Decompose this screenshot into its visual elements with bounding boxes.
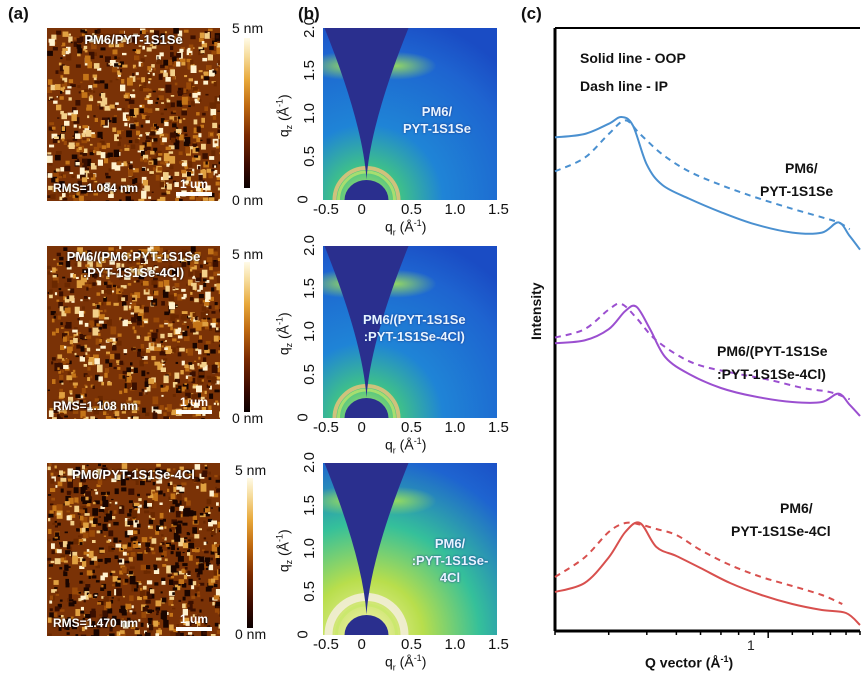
x-tick-label: 0 (357, 201, 366, 218)
x-tick-label: 0.5 (401, 419, 422, 436)
x-tick-label: 0.5 (401, 636, 422, 653)
afm-title: PM6/PYT-1S1Se-4Cl (72, 467, 195, 482)
colorbar-max-label: 5 nm (235, 462, 267, 478)
giwaxs-label: PM6/:PYT-1S1Se-4Cl (411, 536, 489, 585)
beamstop (344, 398, 389, 418)
missing-wedge (324, 246, 409, 398)
scale-bar: 1 um (176, 612, 212, 631)
giwaxs-image-3: PM6/:PYT-1S1Se-4Cl (323, 463, 497, 635)
x-axis-title: Q vector (Å-1) (645, 654, 734, 671)
giwaxs-label: PM6/(PYT-1S1Se:PYT-1S1Se-4Cl) (363, 312, 466, 344)
panel-label-b: (b) (298, 4, 320, 23)
x-axis-title: qr (Å-1) (385, 436, 427, 456)
series-line-2 (554, 119, 851, 231)
afm-texture (47, 463, 220, 636)
x-tick-label: 0 (357, 419, 366, 436)
colorbar-max-label: 5 nm (232, 246, 264, 262)
curve-label-2b: :PYT-1S1Se-4Cl) (717, 366, 826, 382)
giwaxs-image-1: PM6/PYT-1S1Se (323, 28, 497, 200)
legend-solid: Solid line - OOP (580, 50, 686, 66)
afm-title: PM6/(PM6:PYT-1S1Se:PYT-1S1Se-4Cl) (66, 249, 201, 280)
afm-title: PM6/PYT-1S1Se (84, 32, 183, 47)
series-line-3 (554, 304, 861, 417)
giwaxs-pattern (323, 463, 497, 635)
beamstop (344, 180, 389, 200)
x-tick-label: 1 (747, 637, 755, 653)
x-tick-label: 1.5 (488, 636, 509, 653)
series-line-5 (554, 521, 861, 626)
curve-label-1a: PM6/ (785, 160, 818, 176)
colorbar-max-label: 5 nm (232, 20, 264, 36)
missing-wedge (324, 28, 409, 180)
rms-label: RMS=1.108 nm (53, 399, 139, 413)
curve-label-2a: PM6/(PYT-1S1Se (717, 343, 828, 359)
x-tick-label: 1.0 (444, 419, 466, 436)
x-tick-label: 1.5 (488, 201, 509, 218)
x-axis-title: qr (Å-1) (385, 218, 427, 238)
missing-wedge (324, 463, 409, 615)
x-tick-label: 1.5 (488, 419, 509, 436)
x-tick-label: -0.5 (313, 419, 339, 436)
panel-label-c: (c) (521, 4, 542, 23)
series-line-6 (554, 521, 843, 605)
afm-colorbar-3 (247, 478, 253, 628)
panel-label-a: (a) (8, 4, 29, 23)
x-tick-label: 1.0 (444, 201, 466, 218)
giwaxs-label: PM6/PYT-1S1Se (403, 104, 471, 136)
giwaxs-pattern (323, 28, 497, 200)
y-axis-title: Intensity (528, 282, 544, 340)
x-tick-label: 0.5 (401, 201, 422, 218)
legend-dash: Dash line - IP (580, 78, 668, 94)
beamstop (344, 615, 389, 635)
series-line-1 (554, 116, 861, 251)
giwaxs-image-2: PM6/(PYT-1S1Se:PYT-1S1Se-4Cl) (323, 246, 497, 418)
curve-label-3b: PYT-1S1Se-4Cl (731, 523, 831, 539)
x-axis-title: qr (Å-1) (385, 653, 427, 673)
colorbar-min-label: 0 nm (235, 626, 267, 642)
colorbar-min-label: 0 nm (232, 192, 264, 208)
x-tick-label: 0 (357, 636, 366, 653)
rms-label: RMS=1.084 nm (53, 181, 139, 195)
afm-image-2: PM6/(PM6:PYT-1S1Se:PYT-1S1Se-4Cl) RMS=1.… (47, 246, 220, 419)
afm-texture (47, 28, 220, 201)
afm-texture (47, 246, 220, 419)
afm-colorbar-1 (244, 38, 250, 188)
afm-image-3: PM6/PYT-1S1Se-4Cl RMS=1.470 nm 1 um (47, 463, 220, 636)
afm-image-1: PM6/PYT-1S1Se RMS=1.084 nm 1 um (47, 28, 220, 201)
x-tick-label: 1.0 (444, 636, 466, 653)
x-tick-label: -0.5 (313, 636, 339, 653)
curve-label-1b: PYT-1S1Se (760, 183, 834, 199)
rms-label: RMS=1.470 nm (53, 616, 139, 630)
scale-bar: 1 um (176, 177, 212, 196)
scale-bar: 1 um (176, 395, 212, 414)
afm-colorbar-2 (244, 262, 250, 412)
colorbar-min-label: 0 nm (232, 410, 264, 426)
giwaxs-pattern (323, 246, 497, 418)
curve-label-3a: PM6/ (780, 500, 813, 516)
x-tick-label: -0.5 (313, 201, 339, 218)
